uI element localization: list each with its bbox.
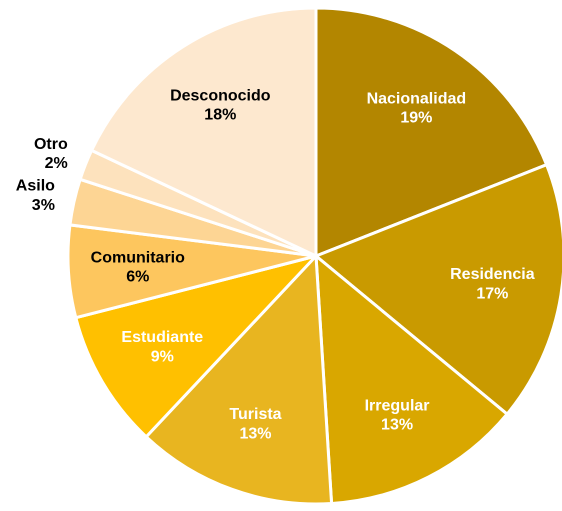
slice-label: Nacionalidad 19% <box>367 91 467 127</box>
pie-slice <box>144 252 334 506</box>
slice-label: Comunitario 6% <box>91 250 185 286</box>
slice-value: 3% <box>32 197 55 214</box>
slice-label: Estudiante 9% <box>121 329 203 365</box>
slice-value: 13% <box>239 426 271 443</box>
slice-name: Desconocido <box>170 88 271 105</box>
slice-name: Nacionalidad <box>367 91 467 108</box>
slice-name: Otro <box>34 136 68 153</box>
slice-label: Desconocido 18% <box>170 88 271 124</box>
slice-value: 6% <box>126 269 149 286</box>
slice-value: 17% <box>476 286 508 303</box>
slice-label: Otro 2% <box>34 136 68 172</box>
slice-value: 13% <box>381 417 413 434</box>
pie-slice <box>314 6 549 259</box>
slice-value: 9% <box>151 349 174 366</box>
slice-name: Estudiante <box>121 329 203 346</box>
slice-name: Irregular <box>365 398 430 415</box>
slice-value: 18% <box>204 107 236 124</box>
slice-label: Asilo 3% <box>16 178 55 214</box>
slice-label: Turista 13% <box>229 406 281 442</box>
pie-slice <box>314 252 510 506</box>
slice-name: Residencia <box>450 266 535 283</box>
pie-slice <box>73 253 321 439</box>
slice-name: Turista <box>229 406 281 423</box>
slice-name: Asilo <box>16 178 55 195</box>
slice-name: Comunitario <box>91 250 185 267</box>
slice-label: Residencia 17% <box>450 266 535 302</box>
labels: Nacionalidad 19% Residencia 17% Irregular 13%… <box>16 88 535 443</box>
slice-label: Irregular 13% <box>365 398 430 434</box>
slice-value: 2% <box>45 155 68 172</box>
slice-value: 19% <box>400 110 432 127</box>
pie-slice <box>313 162 562 417</box>
pie-slice <box>89 6 318 259</box>
pie <box>66 6 562 506</box>
